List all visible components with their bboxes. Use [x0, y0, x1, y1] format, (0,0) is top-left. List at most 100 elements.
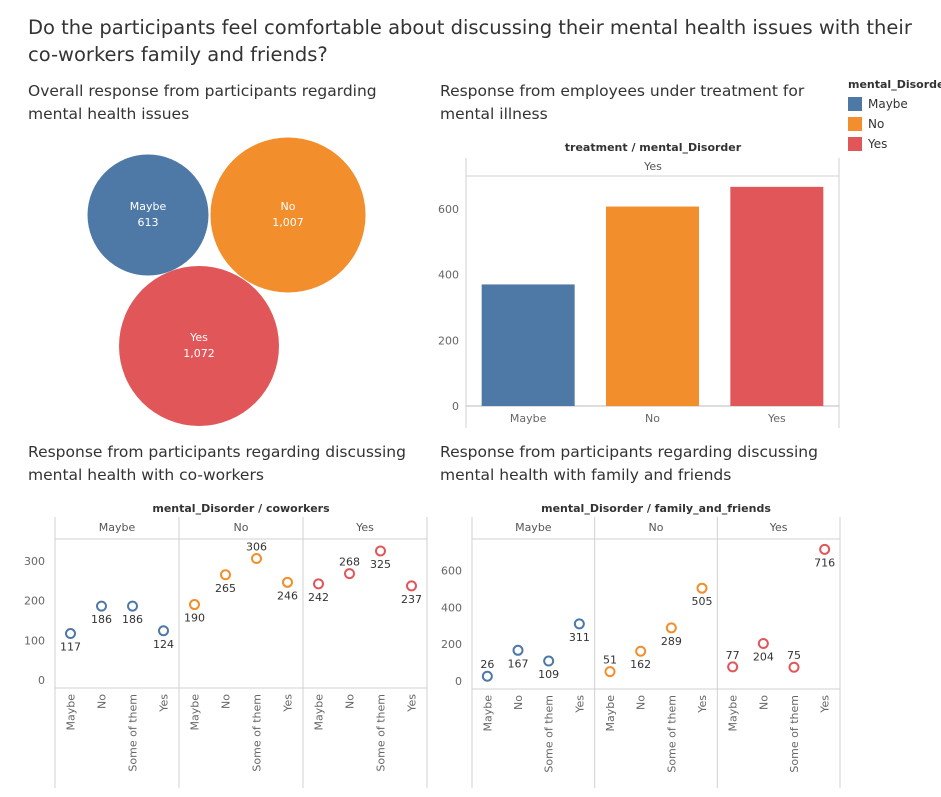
bar-y-tick: 0 [452, 400, 459, 413]
coworkers-chart-title: Response from participants regarding dis… [28, 443, 406, 484]
bubble-value-yes: 1,072 [183, 347, 215, 360]
ff-point-no-yes[interactable] [696, 582, 708, 594]
bar-y-tick: 400 [438, 269, 459, 282]
ff-point-yes-yes[interactable] [819, 543, 831, 555]
cw-point-maybe-some-of-them[interactable] [127, 600, 138, 612]
legend-item-no[interactable]: No [848, 116, 941, 131]
cw-point-label: 306 [246, 541, 267, 554]
bubble-chart-title: Overall response from participants regar… [28, 82, 377, 123]
ff-point-maybe-maybe[interactable] [481, 670, 493, 682]
ff-point-label: 162 [630, 658, 651, 671]
legend[interactable]: mental_Disorder Maybe No Yes [848, 78, 941, 151]
cw-x-tick: Some of them [251, 694, 264, 772]
family-chart-title: Response from participants regarding dis… [440, 443, 818, 484]
ff-point-label: 109 [538, 668, 559, 681]
cw-point-no-yes[interactable] [282, 576, 293, 588]
cw-x-tick: No [344, 694, 357, 709]
legend-title: mental_Disorder [848, 78, 941, 91]
cw-point-label: 186 [91, 613, 112, 626]
bubble-label-no: No [281, 200, 296, 213]
legend-label-no: No [868, 116, 885, 131]
cw-point-yes-some-of-them[interactable] [375, 545, 386, 557]
ff-point-maybe-yes[interactable] [573, 618, 585, 630]
ff-point-label: 75 [787, 649, 801, 662]
ff-point-maybe-some-of-them[interactable] [543, 655, 555, 667]
bubble-maybe[interactable] [87, 154, 209, 276]
ff-x-tick: No [512, 695, 525, 710]
cw-x-tick: Yes [282, 694, 295, 713]
ff-point-yes-maybe[interactable] [727, 661, 739, 673]
ff-panel-label-maybe: Maybe [515, 521, 552, 534]
cw-point-no-some-of-them[interactable] [251, 553, 262, 564]
cw-x-tick: Maybe [189, 694, 202, 731]
cw-point-label: 117 [60, 641, 81, 654]
legend-swatch-no [848, 116, 862, 131]
cw-point-no-maybe[interactable] [189, 599, 200, 611]
ff-point-label: 289 [661, 635, 682, 648]
cw-point-label: 268 [339, 556, 360, 569]
bar-x-tick: No [645, 412, 660, 425]
bar-no[interactable] [606, 206, 699, 406]
cw-x-tick: No [220, 694, 233, 709]
ff-panel-label-no: No [649, 521, 664, 534]
cw-point-maybe-no[interactable] [96, 600, 107, 612]
ff-x-tick: Yes [696, 695, 709, 714]
ff-x-tick: Maybe [727, 695, 740, 732]
cw-x-tick: Some of them [375, 694, 388, 772]
ff-point-label: 26 [480, 658, 494, 671]
cw-panel-label-no: No [234, 521, 249, 534]
ff-point-maybe-no[interactable] [512, 644, 524, 656]
cw-x-tick: No [96, 694, 109, 709]
cw-x-tick: Maybe [65, 694, 78, 731]
bubble-value-no: 1,007 [272, 216, 304, 229]
ff-x-tick: Some of them [788, 695, 801, 773]
cw-point-label: 186 [122, 613, 143, 626]
cw-point-label: 246 [277, 589, 298, 602]
ff-x-tick: Some of them [543, 695, 556, 773]
ff-y-tick: 0 [455, 675, 462, 688]
cw-point-label: 237 [401, 593, 422, 606]
bar-maybe[interactable] [481, 284, 575, 406]
cw-y-tick: 0 [38, 674, 45, 687]
cw-point-maybe-maybe[interactable] [65, 628, 76, 640]
ff-point-label: 311 [569, 631, 590, 644]
cw-point-yes-no[interactable] [344, 568, 355, 580]
ff-point-no-some-of-them[interactable] [665, 622, 677, 634]
cw-point-label: 190 [184, 612, 205, 625]
cw-point-yes-yes[interactable] [406, 580, 417, 592]
cw-point-yes-maybe[interactable] [313, 578, 324, 590]
cw-y-tick: 100 [24, 634, 45, 647]
legend-label-yes: Yes [868, 136, 888, 151]
cw-y-tick: 300 [24, 555, 45, 568]
cw-point-maybe-yes[interactable] [158, 625, 169, 637]
legend-item-maybe[interactable]: Maybe [848, 96, 941, 111]
ff-header: mental_Disorder / family_and_friends [541, 502, 771, 515]
ff-point-label: 51 [603, 654, 617, 667]
bar-yes[interactable] [730, 186, 824, 406]
ff-point-label: 167 [508, 657, 529, 670]
ff-x-tick: No [757, 695, 770, 710]
cw-y-tick: 200 [24, 595, 45, 608]
ff-point-label: 77 [726, 649, 740, 662]
legend-item-yes[interactable]: Yes [848, 136, 941, 151]
ff-point-no-no[interactable] [635, 645, 647, 657]
ff-x-tick: Maybe [604, 695, 617, 732]
cw-point-label: 242 [308, 591, 329, 604]
cw-point-label: 124 [153, 638, 174, 651]
bar-y-tick: 600 [438, 203, 459, 216]
bubble-no[interactable] [210, 137, 366, 293]
ff-point-yes-some-of-them[interactable] [788, 661, 800, 673]
bubble-yes[interactable] [119, 266, 279, 426]
ff-x-tick: Yes [573, 695, 586, 714]
ff-y-tick: 200 [441, 638, 462, 651]
dashboard-title: Do the participants feel comfortable abo… [28, 16, 912, 66]
ff-point-no-maybe[interactable] [604, 666, 616, 678]
legend-swatch-maybe [848, 96, 862, 111]
bubble-label-yes: Yes [189, 331, 208, 344]
ff-x-tick: Maybe [481, 695, 494, 732]
ff-point-yes-no[interactable] [757, 638, 769, 650]
ff-x-tick: Some of them [665, 695, 678, 773]
cw-point-no-no[interactable] [220, 569, 231, 581]
ff-y-tick: 600 [441, 565, 462, 578]
